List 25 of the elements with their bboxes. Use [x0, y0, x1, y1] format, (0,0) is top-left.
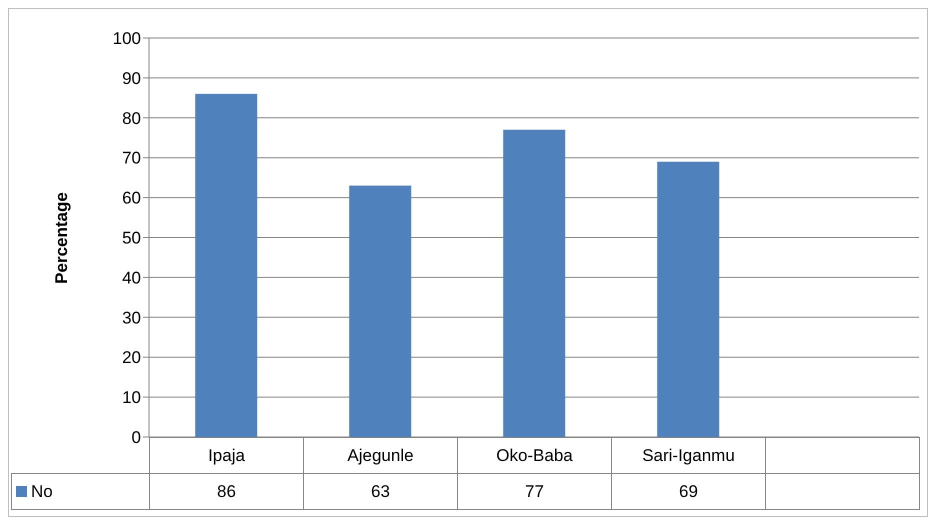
data-label: 63 [303, 473, 458, 510]
bar [657, 162, 720, 437]
data-label: 86 [149, 473, 304, 510]
y-tick-label: 100 [112, 29, 141, 48]
data-label: 69 [611, 473, 766, 510]
y-tick-label: 40 [122, 268, 141, 288]
y-tick-label: 80 [122, 108, 141, 128]
y-tick-label: 30 [122, 308, 141, 328]
x-tick-label: Sari-Iganmu [611, 437, 766, 474]
x-tick-label: Ajegunle [303, 437, 458, 474]
legend-label: No [11, 473, 150, 510]
data-label: 77 [457, 473, 612, 510]
y-tick-label: 70 [122, 148, 141, 168]
x-tick-label: Ipaja [149, 437, 304, 474]
bar [503, 130, 566, 437]
bar [349, 186, 412, 437]
x-tick-label: Oko-Baba [457, 437, 612, 474]
y-tick-label: 60 [122, 188, 141, 208]
y-tick-label: 50 [122, 228, 141, 248]
y-tick-label: 90 [122, 68, 141, 88]
y-tick-label: 10 [122, 388, 141, 408]
y-tick-label: 20 [122, 348, 141, 368]
y-tick-label: 0 [132, 428, 141, 448]
bar [195, 94, 258, 437]
y-axis-title: Percentage [52, 192, 72, 284]
